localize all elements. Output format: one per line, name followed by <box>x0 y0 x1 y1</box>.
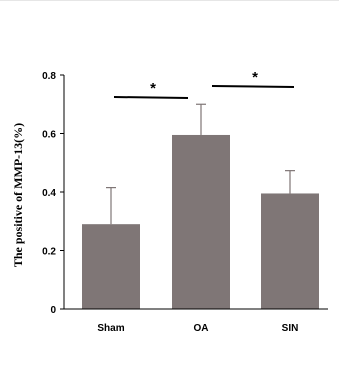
significance-star: * <box>150 80 156 97</box>
y-tick-label: 0.6 <box>42 130 56 141</box>
y-ticks-group: 0 0.2 0.4 0.6 0.8 <box>42 71 64 316</box>
top-divider <box>0 0 339 1</box>
y-tick-label: 0 <box>50 305 56 316</box>
x-category-label: OA <box>194 323 209 334</box>
x-labels-group: Sham OA SIN <box>97 323 298 334</box>
error-bars-group <box>106 103 295 225</box>
significance-line <box>211 85 295 88</box>
y-tick-label: 0.8 <box>42 71 56 82</box>
y-tick-label: 0.4 <box>42 188 56 199</box>
y-axis-label: The positive of MMP-13(%) <box>11 123 25 267</box>
bar-sin <box>261 193 319 309</box>
bar-sham <box>82 224 140 309</box>
significance-star: * <box>252 69 258 86</box>
significance-line <box>113 96 189 99</box>
x-category-label: SIN <box>282 323 299 334</box>
bars-group <box>82 134 319 309</box>
significance-group: ** <box>113 69 295 99</box>
y-tick-label: 0.2 <box>42 247 56 258</box>
bar-oa <box>172 134 230 309</box>
x-category-label: Sham <box>97 323 124 334</box>
